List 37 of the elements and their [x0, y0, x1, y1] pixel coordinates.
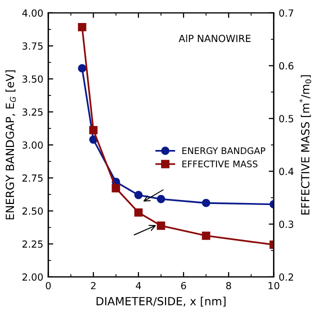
point	[89, 126, 98, 134]
y-tick-label: 2.50	[22, 207, 43, 215]
y2-tick-label: 0.3	[279, 220, 294, 228]
y-tick-label: 3.75	[22, 42, 43, 50]
legend-label: ENERGY BANDGAP	[182, 147, 266, 154]
annotation: AlP NANOWIRE	[178, 34, 251, 42]
y-tick-label: 2.25	[22, 240, 43, 248]
y-tick-label: 2.00	[22, 273, 43, 281]
point	[112, 184, 120, 192]
y-tick-label: 4.00	[22, 9, 43, 17]
point	[134, 190, 143, 200]
point	[156, 194, 166, 204]
y-tick-label: 2.75	[22, 174, 43, 182]
x-tick-label: 8	[226, 282, 232, 290]
y2-tick-label: 0.2	[279, 273, 294, 281]
y2-tick-label: 0.4	[279, 168, 294, 176]
point	[156, 222, 166, 230]
y-tick-label: 3.25	[22, 108, 43, 116]
point	[202, 198, 210, 208]
legend-label: EFFECTIVE MASS	[182, 160, 258, 168]
x-tick-label: 10	[268, 282, 280, 290]
x-tick-label: 4	[136, 282, 142, 290]
y2-tick-label: 0.7	[279, 9, 294, 17]
y-tick-label: 3.00	[22, 141, 43, 149]
x-tick-label: 0	[46, 282, 51, 290]
y-tick-label: 3.50	[22, 75, 43, 83]
x-axis-title: DIAMETER/SIDE, x [nm]	[96, 296, 226, 307]
point	[78, 64, 86, 72]
point	[134, 208, 143, 217]
y2-axis-title: EFFECTIVE MASS [m$^{*}$/m$_{0}$]	[299, 75, 312, 215]
x-tick-label: 6	[181, 282, 186, 290]
y2-tick-label: 0.5	[279, 114, 294, 122]
y2-tick-label: 0.6	[279, 62, 294, 70]
x-tick-label: 2	[91, 282, 96, 290]
point	[78, 22, 86, 32]
y-axis-title: ENERGY BANDGAP, E$_{G}$ [eV]	[5, 70, 16, 220]
point	[202, 232, 210, 240]
